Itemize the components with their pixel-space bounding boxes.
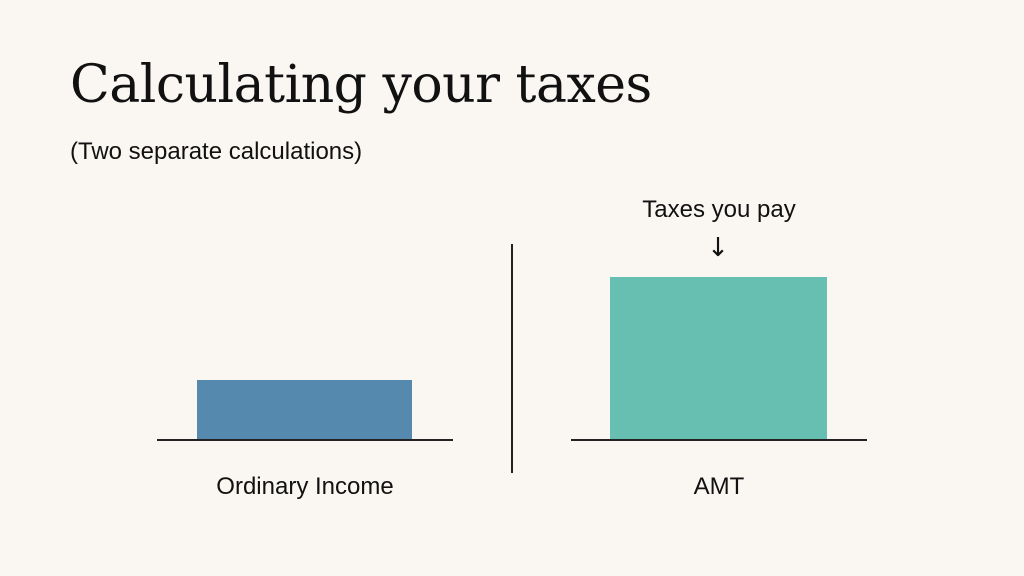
taxes-you-pay-annotation: Taxes you pay bbox=[642, 196, 796, 223]
ordinary-income-baseline bbox=[157, 439, 453, 441]
arrow-down-icon: ↓ bbox=[707, 233, 729, 263]
page-title: Calculating your taxes bbox=[70, 55, 652, 115]
amt-bar bbox=[610, 277, 827, 440]
amt-label: AMT bbox=[693, 473, 745, 500]
ordinary-income-label: Ordinary Income bbox=[216, 473, 394, 500]
amt-baseline bbox=[571, 439, 867, 441]
page-subtitle: (Two separate calculations) bbox=[70, 138, 363, 165]
panel-divider bbox=[511, 244, 513, 473]
ordinary-income-bar bbox=[197, 380, 412, 440]
